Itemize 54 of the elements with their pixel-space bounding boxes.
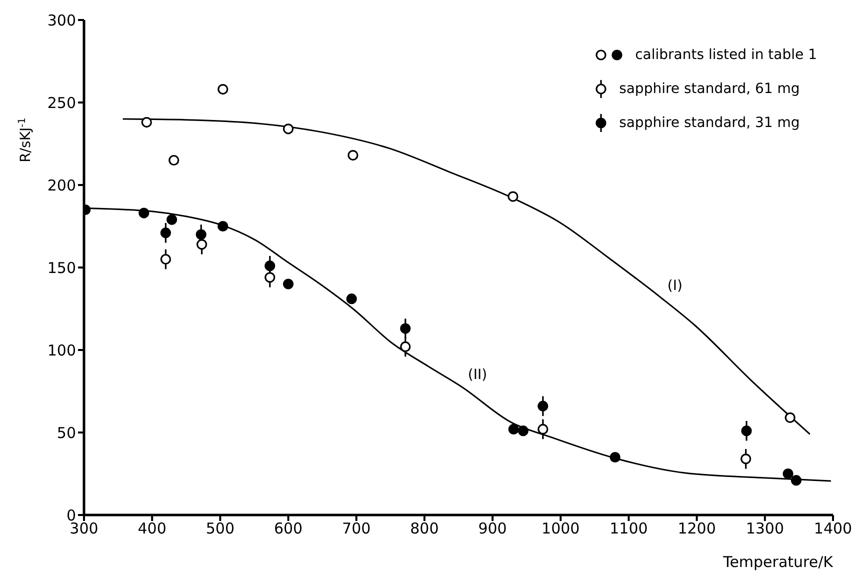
- x-tick-label: 900: [478, 520, 507, 538]
- point: [741, 426, 752, 436]
- point: [282, 278, 294, 290]
- point: [218, 220, 228, 232]
- x-tick-label: 1300: [746, 520, 784, 538]
- point: [782, 468, 794, 480]
- point: [348, 150, 358, 161]
- point: [790, 475, 802, 486]
- x-tick-label: 800: [410, 520, 439, 538]
- y-tick-label: 200: [47, 176, 76, 194]
- point: [264, 260, 276, 272]
- annotation: (I): [667, 278, 682, 294]
- y-tick-label: 50: [56, 424, 76, 442]
- point: [538, 400, 548, 412]
- x-tick-label: 1100: [610, 520, 648, 538]
- x-axis-title: Temperature/K: [722, 553, 834, 571]
- point: [264, 272, 276, 283]
- y-tick-label: 300: [47, 11, 76, 30]
- point: [138, 208, 150, 218]
- legend-label: sapphire standard, 61 mg: [619, 81, 800, 97]
- line-series: [122, 118, 811, 435]
- point: [740, 454, 752, 464]
- point: [166, 214, 178, 225]
- point: [160, 254, 172, 265]
- point: [610, 452, 620, 463]
- point: [346, 294, 357, 304]
- point: [400, 323, 411, 334]
- x-tick-label: 500: [206, 520, 234, 538]
- x-tick-label: 700: [342, 520, 371, 538]
- point: [518, 426, 528, 436]
- legend-label: calibrants listed in table 1: [635, 47, 817, 63]
- point: [141, 117, 152, 128]
- x-tick-label: 1400: [814, 520, 852, 538]
- point: [282, 124, 294, 134]
- point: [508, 191, 518, 202]
- point: [160, 228, 172, 238]
- point: [508, 424, 519, 434]
- y-tick-label: 150: [47, 258, 76, 277]
- x-tick-label: 1200: [678, 520, 716, 538]
- y-tick-label: 250: [47, 94, 76, 112]
- y-tick-label: 100: [47, 341, 76, 360]
- legend-label: sapphire standard, 31 mg: [619, 115, 800, 131]
- x-tick-label: 400: [138, 520, 166, 538]
- point: [784, 412, 796, 423]
- x-tick-label: 300: [70, 520, 98, 538]
- point: [168, 154, 180, 166]
- x-tick-label: 600: [274, 520, 303, 538]
- point: [196, 229, 206, 240]
- point: [400, 341, 411, 352]
- point: [196, 239, 208, 250]
- point: [218, 84, 228, 95]
- point: [538, 424, 548, 434]
- x-tick-label: 1000: [542, 520, 580, 538]
- annotation: (II): [468, 366, 488, 383]
